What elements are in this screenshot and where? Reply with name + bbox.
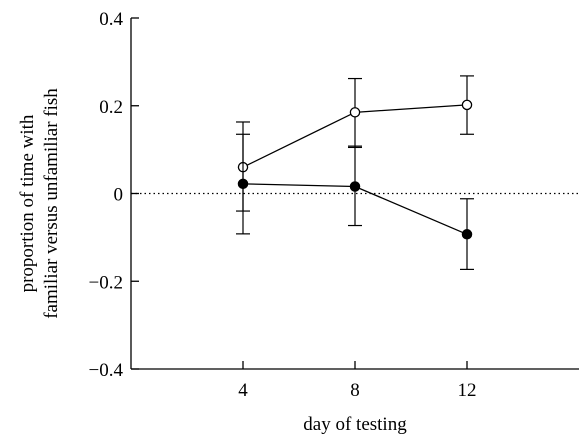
- y-tick-label: −0.2: [89, 272, 123, 293]
- data-point-open: [349, 107, 361, 118]
- series-layer: [236, 75, 474, 271]
- x-tick-label: 4: [238, 380, 248, 401]
- x-axis-title: day of testing: [303, 414, 407, 435]
- x-tick-label: 12: [458, 380, 477, 401]
- x-tick-label: 8: [350, 380, 360, 401]
- series-2: [236, 133, 474, 271]
- data-point-open: [461, 99, 473, 111]
- y-tick-label: 0.2: [99, 97, 123, 118]
- y-tick-label: 0: [114, 185, 124, 206]
- y-axis-title-line-2: familiar versus unfamiliar fish: [41, 88, 62, 319]
- axes: −0.4 −0.2 0 0.2 0.4 4 8 12: [89, 9, 579, 401]
- y-tick-label: 0.4: [99, 9, 123, 30]
- y-axis-title-line-1: proportion of time with: [17, 114, 38, 292]
- data-point-filled: [461, 229, 473, 240]
- y-tick-label: −0.4: [89, 360, 124, 381]
- data-point-filled: [349, 181, 361, 192]
- data-point-filled: [237, 178, 249, 190]
